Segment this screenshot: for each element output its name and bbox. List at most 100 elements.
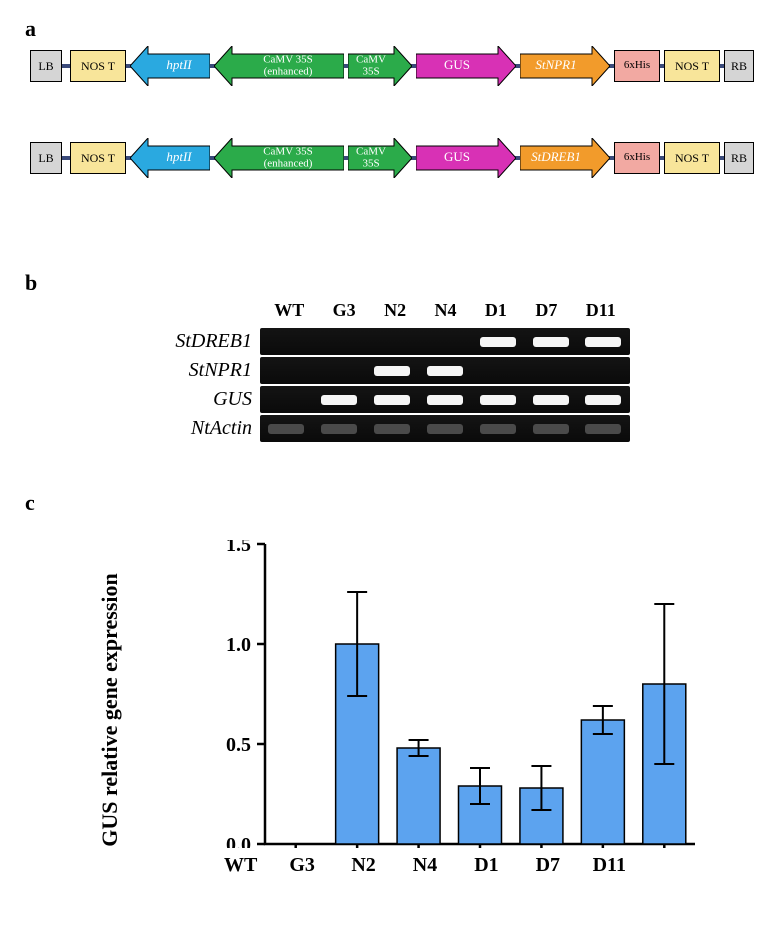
gene-construct: LBNOS ThptIICaMV 35S(enhanced)CaMV35SGUS… [30,132,750,184]
bar [581,720,624,844]
gel-band [533,337,569,347]
svg-text:CaMV: CaMV [356,146,386,158]
gel-band [427,366,463,376]
panel-a-constructs: LBNOS ThptIICaMV 35S(enhanced)CaMV35SGUS… [30,40,750,224]
gel-band [427,337,463,347]
gel-strip [260,415,630,442]
gel-band [480,395,516,405]
svg-text:StDREB1: StDREB1 [531,149,581,164]
svg-text:CaMV 35S: CaMV 35S [263,146,313,158]
gel-lane-label: WT [274,300,304,321]
construct-arrow: StNPR1 [520,46,610,86]
construct-arrow: GUS [416,46,516,86]
gel-row-label: StDREB1 [120,330,260,353]
svg-text:(enhanced): (enhanced) [264,158,313,170]
gel-strip [260,328,630,355]
construct-box: RB [724,50,754,82]
gel-band [321,395,357,405]
panel-label-c: c [25,490,35,516]
svg-text:1.5: 1.5 [226,540,251,556]
construct-arrow: CaMV35S [348,138,412,178]
gel-header-row: WTG3N2N4D1D7D11 [260,300,630,321]
construct-arrow: CaMV 35S(enhanced) [214,46,344,86]
gel-strip [260,357,630,384]
bar [397,748,440,844]
gel-lane-label: D1 [485,300,507,321]
gel-row-label: StNPR1 [120,359,260,382]
chart-xlabel: N4 [413,854,437,877]
gel-band [585,395,621,405]
gel-band [533,424,569,434]
gel-band [268,366,304,376]
panel-label-b: b [25,270,37,296]
construct-box: LB [30,50,62,82]
svg-text:GUS: GUS [444,149,470,164]
gel-lane-label: N4 [435,300,457,321]
gel-band [321,366,357,376]
gel-strip [260,386,630,413]
gel-band [374,395,410,405]
svg-text:(enhanced): (enhanced) [264,66,313,78]
gel-band [480,366,516,376]
construct-box: NOS T [664,50,720,82]
gel-band [585,366,621,376]
gel-band [427,424,463,434]
svg-text:GUS: GUS [444,57,470,72]
svg-text:CaMV: CaMV [356,54,386,66]
gel-band [268,424,304,434]
gel-band [585,424,621,434]
construct-arrow: hptII [130,46,210,86]
construct-arrow: CaMV 35S(enhanced) [214,138,344,178]
panel-c-chart: GUS relative gene expression 0.00.51.01.… [120,530,650,900]
svg-text:hptII: hptII [166,57,192,72]
gel-row-label: GUS [120,388,260,411]
gel-band [585,337,621,347]
gel-band [480,337,516,347]
construct-arrow: hptII [130,138,210,178]
gel-rows: StDREB1 StNPR1 GUS NtActin [120,328,630,444]
construct-box: NOS T [70,142,126,174]
gel-band [427,395,463,405]
gel-row-label: NtActin [120,417,260,440]
construct-box: NOS T [70,50,126,82]
bar-chart-svg: 0.00.51.01.5 [210,540,710,848]
chart-xlabel: G3 [289,854,315,877]
svg-text:StNPR1: StNPR1 [535,57,576,72]
gene-construct: LBNOS ThptIICaMV 35S(enhanced)CaMV35SGUS… [30,40,750,92]
gel-band [321,424,357,434]
construct-box: 6xHis [614,142,660,174]
construct-arrow: GUS [416,138,516,178]
gel-band [374,337,410,347]
gel-row: StDREB1 [120,328,630,355]
gel-band [480,424,516,434]
construct-arrow: CaMV35S [348,46,412,86]
gel-row: GUS [120,386,630,413]
gel-lane-label: N2 [384,300,406,321]
svg-text:hptII: hptII [166,149,192,164]
construct-box: 6xHis [614,50,660,82]
gel-band [321,337,357,347]
svg-text:0.0: 0.0 [226,834,251,848]
gel-band [374,366,410,376]
gel-band [533,366,569,376]
gel-band [268,395,304,405]
chart-ylabel: GUS relative gene expression [97,573,123,847]
svg-text:35S: 35S [362,66,379,78]
construct-box: LB [30,142,62,174]
gel-lane-label: G3 [333,300,356,321]
chart-xlabel: D11 [593,854,626,877]
gel-band [533,395,569,405]
gel-row: NtActin [120,415,630,442]
chart-xlabel: D1 [474,854,498,877]
svg-text:0.5: 0.5 [226,734,251,756]
svg-text:CaMV 35S: CaMV 35S [263,54,313,66]
chart-area: 0.00.51.01.5 [210,540,640,840]
construct-box: RB [724,142,754,174]
chart-xlabel: N2 [351,854,375,877]
gel-row: StNPR1 [120,357,630,384]
chart-xlabel: D7 [536,854,560,877]
gel-band [268,337,304,347]
svg-text:35S: 35S [362,158,379,170]
gel-lane-label: D7 [535,300,557,321]
construct-arrow: StDREB1 [520,138,610,178]
